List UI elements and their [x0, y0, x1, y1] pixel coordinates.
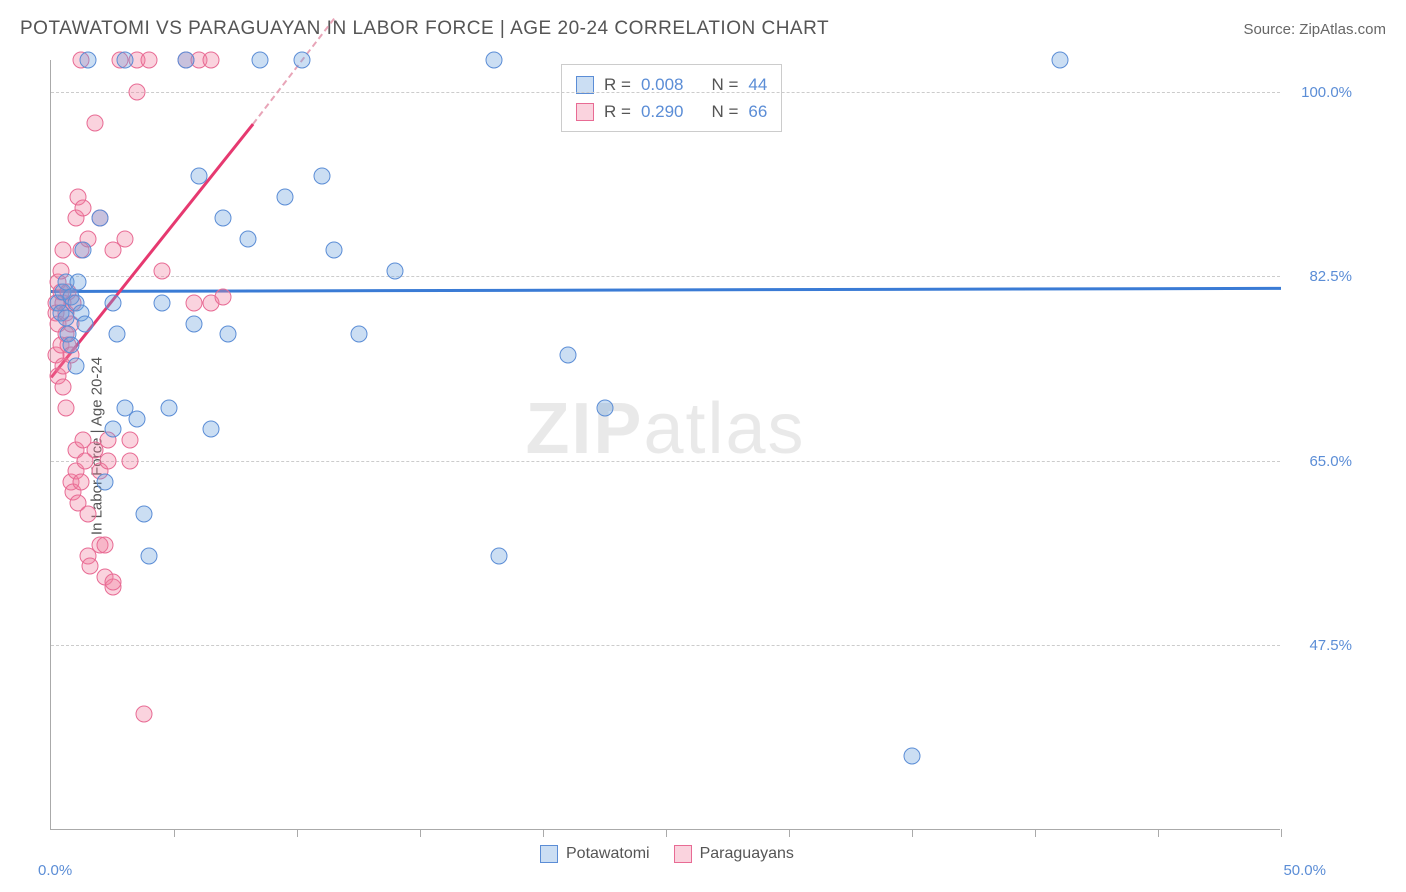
- scatter-point: [276, 189, 293, 206]
- scatter-point: [97, 473, 114, 490]
- scatter-point: [104, 294, 121, 311]
- grid-line: [51, 461, 1280, 462]
- y-tick-label: 47.5%: [1309, 637, 1352, 654]
- scatter-point: [62, 336, 79, 353]
- scatter-plot-area: ZIPatlas R = 0.008 N = 44 R = 0.290 N = …: [50, 60, 1280, 830]
- x-axis-end-label: 50.0%: [1283, 862, 1326, 879]
- scatter-point: [74, 241, 91, 258]
- scatter-point: [215, 210, 232, 227]
- scatter-point: [185, 294, 202, 311]
- scatter-point: [116, 52, 133, 69]
- source-label: Source: ZipAtlas.com: [1243, 21, 1386, 38]
- scatter-point: [129, 410, 146, 427]
- y-tick-label: 82.5%: [1309, 268, 1352, 285]
- legend-item: Paraguayans: [674, 845, 794, 863]
- scatter-point: [904, 748, 921, 765]
- y-tick-label: 65.0%: [1309, 453, 1352, 470]
- scatter-point: [178, 52, 195, 69]
- stats-row: R = 0.008 N = 44: [576, 71, 767, 98]
- watermark: ZIPatlas: [525, 388, 805, 470]
- scatter-point: [129, 83, 146, 100]
- grid-line: [51, 92, 1280, 93]
- legend: Potawatomi Paraguayans: [540, 845, 794, 863]
- x-tick: [297, 829, 298, 837]
- x-tick: [174, 829, 175, 837]
- scatter-point: [104, 421, 121, 438]
- trend-line: [51, 287, 1281, 293]
- x-tick: [912, 829, 913, 837]
- scatter-point: [1051, 52, 1068, 69]
- scatter-point: [74, 199, 91, 216]
- scatter-point: [77, 315, 94, 332]
- scatter-point: [79, 505, 96, 522]
- scatter-point: [161, 400, 178, 417]
- scatter-point: [55, 241, 72, 258]
- grid-line: [51, 645, 1280, 646]
- scatter-point: [153, 294, 170, 311]
- scatter-point: [387, 262, 404, 279]
- scatter-point: [239, 231, 256, 248]
- scatter-point: [57, 400, 74, 417]
- scatter-point: [121, 431, 138, 448]
- scatter-point: [136, 505, 153, 522]
- scatter-point: [136, 705, 153, 722]
- chart-header: POTAWATOMI VS PARAGUAYAN IN LABOR FORCE …: [20, 18, 1386, 40]
- scatter-point: [596, 400, 613, 417]
- swatch-icon: [576, 103, 594, 121]
- scatter-point: [141, 52, 158, 69]
- y-tick-label: 100.0%: [1301, 84, 1352, 101]
- legend-item: Potawatomi: [540, 845, 650, 863]
- scatter-point: [293, 52, 310, 69]
- x-tick: [1158, 829, 1159, 837]
- x-tick: [789, 829, 790, 837]
- scatter-point: [559, 347, 576, 364]
- stats-box: R = 0.008 N = 44 R = 0.290 N = 66: [561, 64, 782, 132]
- swatch-icon: [674, 845, 692, 863]
- scatter-point: [55, 378, 72, 395]
- scatter-point: [87, 115, 104, 132]
- scatter-point: [490, 547, 507, 564]
- scatter-point: [190, 168, 207, 185]
- scatter-point: [67, 357, 84, 374]
- scatter-point: [141, 547, 158, 564]
- scatter-point: [202, 421, 219, 438]
- scatter-point: [92, 210, 109, 227]
- swatch-icon: [540, 845, 558, 863]
- x-tick: [543, 829, 544, 837]
- chart-title: POTAWATOMI VS PARAGUAYAN IN LABOR FORCE …: [20, 18, 829, 40]
- scatter-point: [215, 289, 232, 306]
- scatter-point: [153, 262, 170, 279]
- grid-line: [51, 276, 1280, 277]
- scatter-point: [325, 241, 342, 258]
- scatter-point: [252, 52, 269, 69]
- scatter-point: [485, 52, 502, 69]
- scatter-point: [109, 326, 126, 343]
- scatter-point: [121, 452, 138, 469]
- scatter-point: [116, 231, 133, 248]
- scatter-point: [202, 52, 219, 69]
- x-tick: [1035, 829, 1036, 837]
- scatter-point: [97, 537, 114, 554]
- scatter-point: [99, 452, 116, 469]
- x-tick: [666, 829, 667, 837]
- scatter-point: [313, 168, 330, 185]
- scatter-point: [350, 326, 367, 343]
- x-axis-start-label: 0.0%: [38, 862, 72, 879]
- x-tick: [420, 829, 421, 837]
- scatter-point: [79, 52, 96, 69]
- scatter-point: [104, 574, 121, 591]
- x-tick: [1281, 829, 1282, 837]
- scatter-point: [220, 326, 237, 343]
- stats-row: R = 0.290 N = 66: [576, 98, 767, 125]
- scatter-point: [185, 315, 202, 332]
- scatter-point: [70, 273, 87, 290]
- scatter-point: [72, 473, 89, 490]
- scatter-point: [82, 558, 99, 575]
